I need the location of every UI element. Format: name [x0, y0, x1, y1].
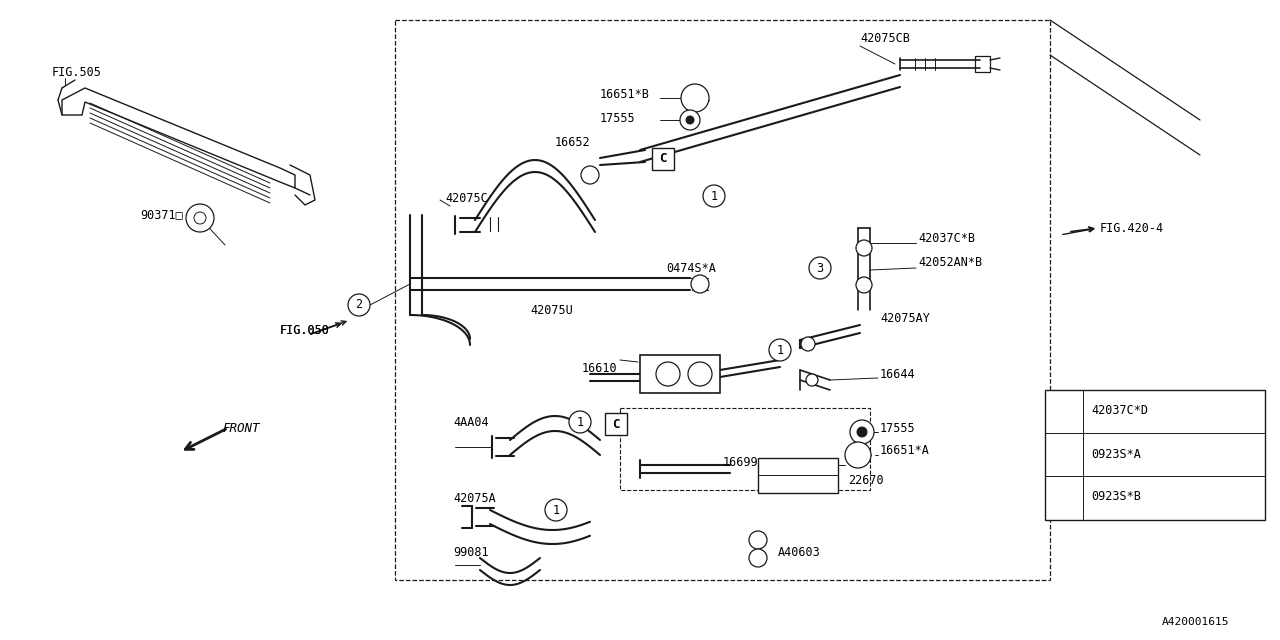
Circle shape	[686, 116, 694, 124]
Bar	[640, 355, 719, 393]
Text: 0474S*A: 0474S*A	[666, 262, 716, 275]
Text: 42075C: 42075C	[445, 191, 488, 205]
Text: 42037C*B: 42037C*B	[918, 232, 975, 244]
Text: 16644: 16644	[881, 369, 915, 381]
Bar	[605, 413, 627, 435]
Text: FIG.050: FIG.050	[280, 323, 330, 337]
Text: 99081: 99081	[453, 547, 489, 559]
Circle shape	[680, 110, 700, 130]
Text: 42075U: 42075U	[530, 303, 572, 317]
Text: 16652: 16652	[556, 136, 590, 150]
Bar	[396, 20, 1050, 580]
Circle shape	[570, 411, 591, 433]
Text: 0923S*A: 0923S*A	[1091, 447, 1140, 461]
Text: 16651*A: 16651*A	[881, 444, 929, 456]
Text: 3: 3	[1060, 490, 1068, 504]
Circle shape	[545, 499, 567, 521]
Text: 2: 2	[1060, 447, 1068, 461]
Text: 4AA04: 4AA04	[453, 415, 489, 429]
Text: 16699: 16699	[723, 456, 759, 470]
Text: 16610: 16610	[581, 362, 617, 374]
Circle shape	[856, 240, 872, 256]
Circle shape	[749, 549, 767, 567]
Text: 3: 3	[817, 262, 823, 275]
Text: 1: 1	[576, 415, 584, 429]
Text: 17555: 17555	[600, 111, 636, 125]
Circle shape	[1053, 486, 1075, 508]
Text: 0923S*B: 0923S*B	[1091, 490, 1140, 504]
Circle shape	[850, 420, 874, 444]
Bar	[652, 148, 675, 170]
Text: 22670: 22670	[849, 474, 883, 486]
Text: 1: 1	[710, 189, 718, 202]
Text: 42052AN*B: 42052AN*B	[918, 257, 982, 269]
Text: A420001615: A420001615	[1162, 617, 1230, 627]
Text: 42075A: 42075A	[453, 492, 495, 504]
Circle shape	[806, 374, 818, 386]
Text: 17555: 17555	[881, 422, 915, 435]
Circle shape	[186, 204, 214, 232]
Text: 42075AY: 42075AY	[881, 312, 929, 324]
Circle shape	[856, 277, 872, 293]
Text: C: C	[612, 417, 620, 431]
Text: C: C	[659, 152, 667, 166]
Text: 2: 2	[356, 298, 362, 312]
Text: 42075CB: 42075CB	[860, 31, 910, 45]
Circle shape	[1053, 443, 1075, 465]
Circle shape	[581, 166, 599, 184]
Text: 1: 1	[1060, 404, 1068, 417]
Text: 42037C*D: 42037C*D	[1091, 404, 1148, 417]
Circle shape	[858, 427, 867, 437]
Circle shape	[809, 257, 831, 279]
Circle shape	[769, 339, 791, 361]
Bar	[620, 408, 870, 490]
Text: FIG.505: FIG.505	[52, 67, 102, 79]
Text: 16651*B: 16651*B	[600, 88, 650, 102]
Bar	[758, 458, 838, 493]
Text: 1: 1	[777, 344, 783, 356]
Circle shape	[681, 84, 709, 112]
Circle shape	[845, 442, 870, 468]
Circle shape	[348, 294, 370, 316]
Text: FRONT: FRONT	[221, 422, 260, 435]
Circle shape	[749, 531, 767, 549]
Circle shape	[657, 362, 680, 386]
Bar	[975, 56, 989, 72]
Text: FIG.420-4: FIG.420-4	[1100, 221, 1164, 234]
Circle shape	[801, 337, 815, 351]
Circle shape	[703, 185, 724, 207]
Text: A40603: A40603	[778, 547, 820, 559]
Text: 1: 1	[553, 504, 559, 516]
Bar	[1044, 390, 1265, 520]
Text: 90371□: 90371□	[140, 209, 183, 221]
Circle shape	[689, 362, 712, 386]
Circle shape	[691, 275, 709, 293]
Circle shape	[1053, 400, 1075, 422]
Text: FIG.050: FIG.050	[280, 323, 330, 337]
